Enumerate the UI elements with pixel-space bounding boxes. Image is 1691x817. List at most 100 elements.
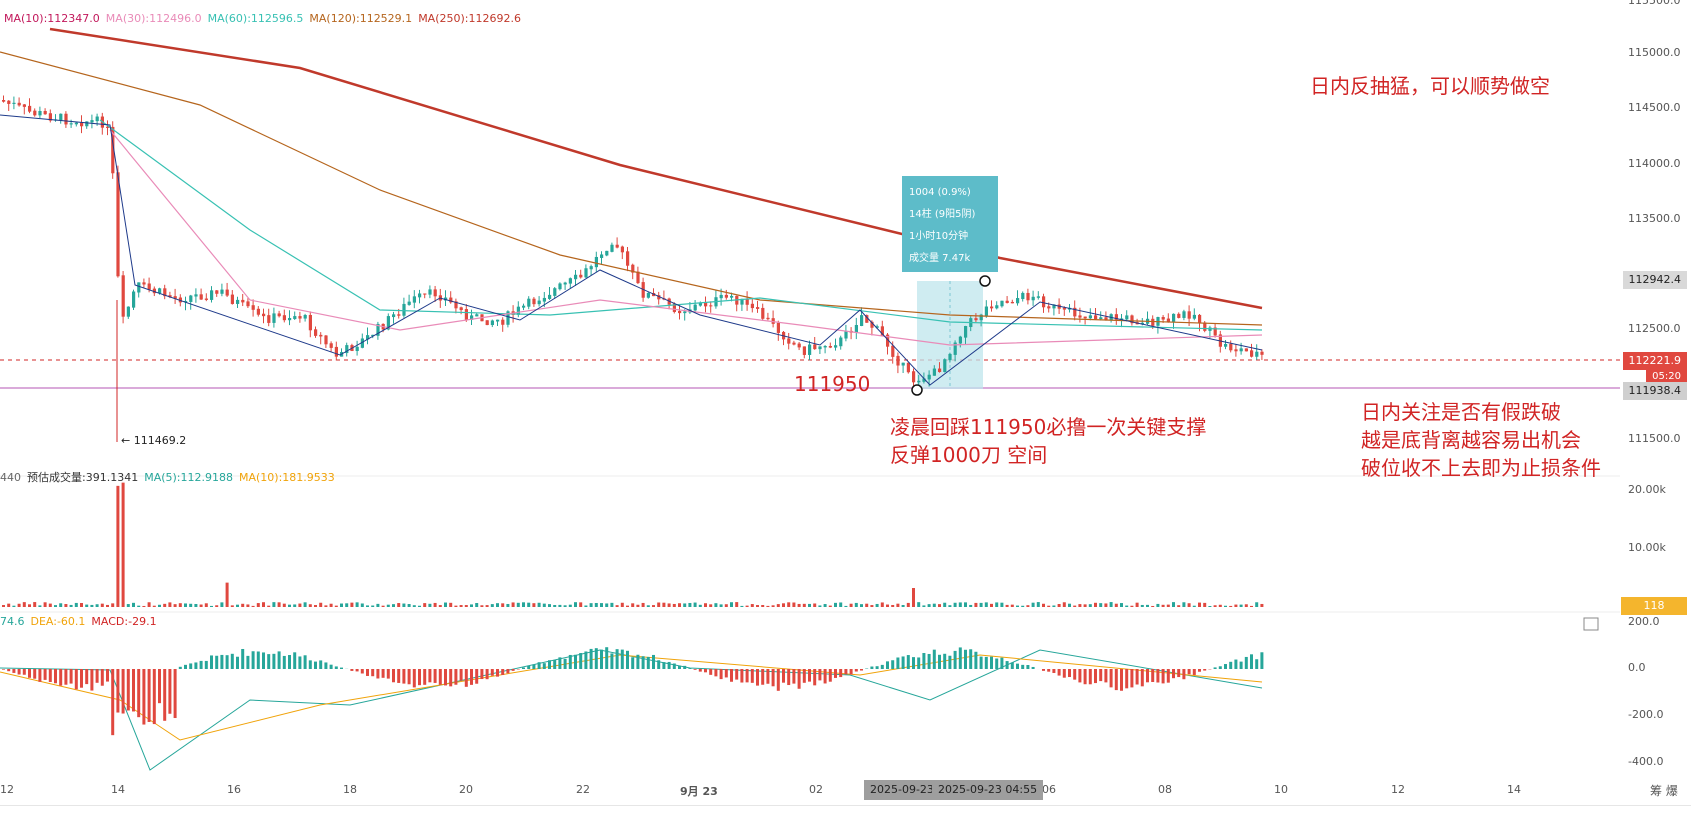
ma250-line	[50, 29, 1262, 308]
volume-bar	[1156, 604, 1159, 607]
candle-body	[1229, 344, 1232, 350]
candle-body	[491, 320, 494, 325]
volume-bar	[340, 604, 343, 607]
volume-bar	[298, 604, 301, 607]
macd-bar	[1146, 669, 1149, 682]
volume-bar	[491, 604, 494, 607]
macd-bar	[408, 669, 411, 684]
volume-bar	[501, 603, 504, 607]
candle-body	[959, 337, 962, 344]
macd-bar	[772, 669, 775, 686]
macd-bar	[262, 652, 265, 669]
macd-bar	[1026, 665, 1029, 669]
macd-bar	[1162, 669, 1165, 683]
candle-body	[59, 114, 62, 121]
macd-legend-item-2: MACD:-29.1	[91, 615, 156, 628]
price-tick-2: 114500.0	[1628, 101, 1681, 114]
candle-body	[1016, 298, 1019, 303]
macd-bar	[605, 647, 608, 669]
volume-bar	[631, 603, 634, 607]
macd-bar	[54, 669, 57, 683]
candle-body	[392, 314, 395, 317]
macd-bar	[636, 655, 639, 669]
volume-bar	[262, 602, 265, 607]
candle-body	[418, 293, 421, 297]
macd-bar	[787, 669, 790, 685]
macd-legend-item-0: 74.6	[0, 615, 25, 628]
macd-bar	[1172, 669, 1175, 678]
volume-bar	[506, 604, 509, 607]
volume-bar	[236, 605, 239, 607]
candle-body	[1078, 315, 1081, 317]
low-marker[interactable]	[912, 385, 922, 395]
corner-buttons[interactable]: 筹 爆	[1650, 782, 1678, 799]
candle-body	[475, 314, 478, 316]
macd-bar	[90, 669, 93, 691]
candle-body	[595, 257, 598, 267]
macd-bar	[392, 669, 395, 682]
annotation-right-1: 日内关注是否有假跌破	[1361, 396, 1561, 425]
volume-bar	[834, 603, 837, 607]
macd-bar	[18, 669, 21, 675]
macd-bar	[179, 667, 182, 669]
annotation-right-3: 破位收不上去即为止损条件	[1361, 452, 1601, 481]
macd-bar	[1245, 657, 1248, 669]
candle-body	[397, 314, 400, 315]
volume-bar	[174, 604, 177, 607]
volume-bar	[148, 602, 151, 607]
macd-bar	[189, 663, 192, 669]
volume-bar	[610, 603, 613, 607]
volume-bar	[912, 588, 915, 607]
macd-bar	[127, 669, 130, 710]
macd-bar	[1203, 669, 1206, 671]
high-marker[interactable]	[980, 276, 990, 286]
volume-bar	[772, 605, 775, 607]
candle-body	[127, 307, 130, 317]
volume-bar	[746, 606, 749, 607]
price-tick-3: 114000.0	[1628, 157, 1681, 170]
volume-bar	[2, 605, 5, 607]
macd-bar	[548, 660, 551, 669]
volume-bar	[1172, 602, 1175, 607]
volume-bar	[1026, 605, 1029, 607]
macd-bar	[288, 655, 291, 669]
volume-bar	[865, 604, 868, 607]
candle-body	[257, 309, 260, 315]
volume-bar	[314, 605, 317, 607]
volume-bar	[1068, 604, 1071, 607]
volume-bar	[356, 602, 359, 607]
macd-bar	[184, 665, 187, 669]
volume-bar	[980, 603, 983, 607]
expand-icon[interactable]	[1584, 618, 1598, 630]
macd-bar	[470, 669, 473, 685]
candle-body	[709, 305, 712, 306]
volume-bar	[870, 605, 873, 607]
volume-bar	[1136, 603, 1139, 607]
volume-bar	[376, 604, 379, 607]
macd-bar	[652, 655, 655, 669]
volume-bar	[579, 602, 582, 607]
volume-bar	[756, 605, 759, 607]
volume-bar	[44, 602, 47, 607]
candle-body	[917, 381, 920, 383]
volume-bar	[392, 604, 395, 607]
volume-bar	[553, 605, 556, 607]
candle-body	[543, 298, 546, 302]
macd-bar	[506, 669, 509, 673]
candle-body	[694, 305, 697, 311]
candle-body	[137, 282, 140, 292]
price-tick-1: 115000.0	[1628, 46, 1681, 59]
candle-body	[501, 320, 504, 325]
macd-bar	[267, 654, 270, 669]
macd-bar	[1068, 669, 1071, 677]
volume-bar	[590, 603, 593, 607]
candle-body	[205, 299, 208, 300]
candle-body	[584, 268, 587, 277]
volume-bar	[12, 606, 15, 607]
candle-body	[678, 311, 681, 313]
candle-body	[122, 275, 125, 316]
candle-body	[1006, 301, 1009, 303]
macd-bar	[512, 669, 515, 671]
volume-bar	[616, 605, 619, 607]
